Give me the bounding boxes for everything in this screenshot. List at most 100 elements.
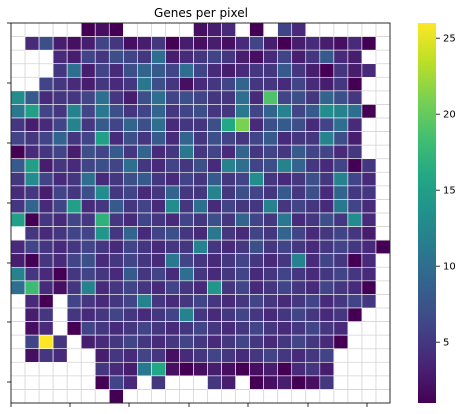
- heatmap-cell: [222, 37, 236, 51]
- heatmap-axes: [7, 23, 390, 407]
- heatmap-cell: [278, 186, 292, 200]
- heatmap-cell: [264, 37, 278, 51]
- heatmap-cell: [151, 308, 165, 322]
- heatmap-cell: [193, 145, 207, 159]
- heatmap-cell: [362, 186, 376, 200]
- heatmap-cell: [11, 213, 25, 227]
- heatmap-cell: [222, 23, 236, 37]
- heatmap-cell: [165, 104, 179, 118]
- heatmap-cell: [95, 50, 109, 64]
- heatmap-cell: [208, 227, 222, 241]
- heatmap-cell: [264, 335, 278, 349]
- heatmap-cell: [151, 64, 165, 78]
- heatmap-cell: [362, 267, 376, 281]
- heatmap-cell: [25, 240, 39, 254]
- heatmap-cell: [165, 159, 179, 173]
- heatmap-cell: [53, 172, 67, 186]
- heatmap-cell: [320, 132, 334, 146]
- heatmap-cell: [222, 64, 236, 78]
- heatmap-cell: [53, 281, 67, 295]
- heatmap-cell: [208, 267, 222, 281]
- heatmap-cell: [264, 294, 278, 308]
- heatmap-cell: [222, 145, 236, 159]
- heatmap-cell: [320, 376, 334, 390]
- heatmap-cell: [334, 64, 348, 78]
- heatmap-cell: [348, 281, 362, 295]
- heatmap-cell: [151, 186, 165, 200]
- heatmap-cell: [222, 349, 236, 363]
- heatmap-cell: [95, 281, 109, 295]
- heatmap-cell: [348, 294, 362, 308]
- heatmap-cell: [109, 254, 123, 268]
- heatmap-cell: [151, 322, 165, 336]
- heatmap-cell: [348, 308, 362, 322]
- heatmap-cell: [109, 227, 123, 241]
- heatmap-cell: [292, 322, 306, 336]
- heatmap-cell: [292, 37, 306, 51]
- heatmap-cell: [137, 172, 151, 186]
- heatmap-cell: [208, 91, 222, 105]
- heatmap-cell: [137, 118, 151, 132]
- heatmap-cell: [39, 186, 53, 200]
- heatmap-cell: [320, 227, 334, 241]
- heatmap-cell: [25, 227, 39, 241]
- heatmap-cell: [109, 349, 123, 363]
- heatmap-cell: [250, 50, 264, 64]
- heatmap-cell: [250, 77, 264, 91]
- heatmap-cell: [222, 376, 236, 390]
- heatmap-cell: [53, 91, 67, 105]
- heatmap-cell: [236, 132, 250, 146]
- heatmap-cell: [306, 132, 320, 146]
- heatmap-cell: [250, 132, 264, 146]
- heatmap-cell: [39, 132, 53, 146]
- heatmap-cell: [11, 186, 25, 200]
- heatmap-cell: [250, 349, 264, 363]
- heatmap-cell: [278, 213, 292, 227]
- heatmap-cell: [151, 104, 165, 118]
- heatmap-cell: [208, 240, 222, 254]
- heatmap-cell: [39, 240, 53, 254]
- heatmap-cell: [67, 281, 81, 295]
- heatmap-cell: [67, 50, 81, 64]
- heatmap-cell: [53, 132, 67, 146]
- heatmap-cell: [123, 240, 137, 254]
- heatmap-cell: [348, 267, 362, 281]
- heatmap-cell: [334, 267, 348, 281]
- heatmap-cell: [193, 23, 207, 37]
- heatmap-cell: [348, 50, 362, 64]
- heatmap-cell: [67, 132, 81, 146]
- heatmap-cell: [193, 213, 207, 227]
- heatmap-cell: [123, 145, 137, 159]
- heatmap-cell: [320, 349, 334, 363]
- heatmap-cell: [39, 227, 53, 241]
- y-ticks: [7, 23, 11, 382]
- heatmap-cell: [278, 376, 292, 390]
- heatmap-cell: [25, 104, 39, 118]
- heatmap-cell: [334, 77, 348, 91]
- heatmap-cell: [95, 172, 109, 186]
- heatmap-cell: [95, 23, 109, 37]
- heatmap-cell: [222, 254, 236, 268]
- heatmap-cell: [208, 294, 222, 308]
- heatmap-cell: [306, 91, 320, 105]
- heatmap-cell: [25, 294, 39, 308]
- heatmap-cell: [292, 376, 306, 390]
- heatmap-cell: [320, 172, 334, 186]
- heatmap-cell: [292, 254, 306, 268]
- heatmap-cell: [81, 104, 95, 118]
- heatmap-cell: [81, 145, 95, 159]
- heatmap-cell: [334, 172, 348, 186]
- heatmap-cell: [137, 281, 151, 295]
- heatmap-cell: [165, 118, 179, 132]
- heatmap-cell: [264, 145, 278, 159]
- heatmap-cell: [123, 349, 137, 363]
- heatmap-cell: [123, 159, 137, 173]
- heatmap-cell: [151, 172, 165, 186]
- heatmap-cell: [39, 159, 53, 173]
- heatmap-cell: [137, 294, 151, 308]
- colorbar-gradient: [418, 23, 436, 403]
- heatmap-cell: [193, 254, 207, 268]
- heatmap-cell: [222, 322, 236, 336]
- heatmap-cell: [306, 281, 320, 295]
- heatmap-cell: [222, 132, 236, 146]
